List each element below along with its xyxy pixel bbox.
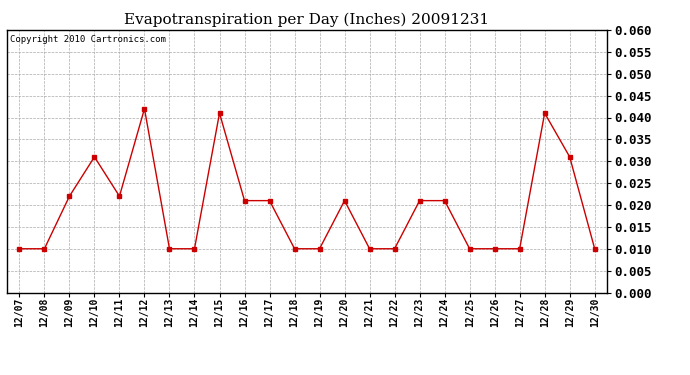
Text: Copyright 2010 Cartronics.com: Copyright 2010 Cartronics.com xyxy=(10,35,166,44)
Title: Evapotranspiration per Day (Inches) 20091231: Evapotranspiration per Day (Inches) 2009… xyxy=(124,13,490,27)
